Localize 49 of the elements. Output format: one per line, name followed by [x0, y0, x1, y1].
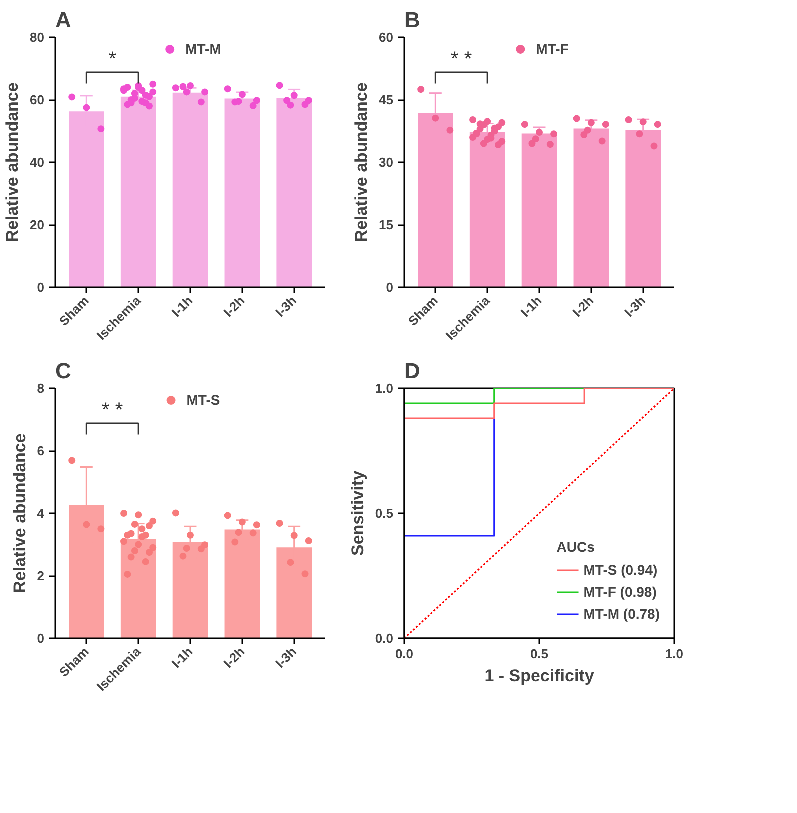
legend-label: MT-F (0.98) — [584, 584, 657, 600]
annotation: * * — [451, 48, 472, 70]
y-tick-label: 20 — [30, 218, 45, 232]
y-tick-label: 15 — [379, 218, 394, 232]
x-tick-label: I-3h — [272, 644, 300, 672]
annotation: * * — [102, 399, 124, 422]
legend-label: MT-M — [186, 41, 222, 57]
x-tick-label: I-3h — [272, 293, 300, 320]
y-tick-label: 6 — [37, 444, 45, 458]
y-axis-title: Relative abundance — [10, 434, 30, 594]
y-tick-label: 40 — [30, 155, 45, 170]
y-tick-label: 2 — [37, 568, 45, 584]
y-tick-label: 30 — [379, 155, 394, 170]
y-tick-label: 60 — [30, 92, 45, 108]
chart-title: C — [56, 358, 72, 384]
y-tick-label: 60 — [379, 30, 394, 45]
legend-label: MT-S — [186, 392, 220, 408]
x-tick-label: I-2h — [570, 293, 597, 320]
y-tick-label: 4 — [37, 506, 46, 521]
x-tick-label: I-1h — [168, 644, 196, 672]
x-tick-label: I-1h — [518, 293, 545, 320]
chart-title: D — [404, 358, 420, 384]
x-axis-title: 1 - Specificity — [484, 666, 595, 686]
annotation: * — [108, 48, 117, 70]
x-tick-label: I-1h — [168, 293, 196, 320]
y-tick-label: 0 — [37, 280, 45, 295]
y-tick-label: 8 — [37, 381, 45, 396]
x-tick-label: I-2h — [220, 644, 248, 672]
y-tick-label: 1.0 — [375, 381, 394, 396]
y-tick-label: 0 — [37, 631, 45, 646]
y-tick-label: 45 — [379, 92, 394, 108]
y-tick-label: 80 — [30, 30, 45, 45]
x-tick-label: 1.0 — [665, 646, 684, 662]
y-axis-title: Relative abundance — [352, 82, 372, 242]
y-axis-title: Sensitivity — [348, 470, 368, 556]
legend-label: MT-S (0.94) — [584, 562, 658, 578]
x-tick-label: I-2h — [220, 293, 248, 320]
x-tick-label: I-3h — [622, 293, 649, 320]
y-tick-label: 0.0 — [375, 631, 394, 646]
y-tick-label: 0 — [386, 280, 394, 295]
legend-label: MT-M (0.78) — [584, 606, 660, 622]
legend-title: AUCs — [556, 539, 596, 555]
chart-title: B — [404, 8, 420, 32]
x-tick-label: 0.0 — [395, 646, 414, 662]
chart-title: A — [56, 8, 72, 32]
y-axis-title: Relative abundance — [3, 82, 22, 242]
x-tick-label: 0.5 — [530, 646, 549, 662]
y-tick-label: 0.5 — [375, 506, 394, 521]
legend-label: MT-F — [536, 41, 569, 57]
